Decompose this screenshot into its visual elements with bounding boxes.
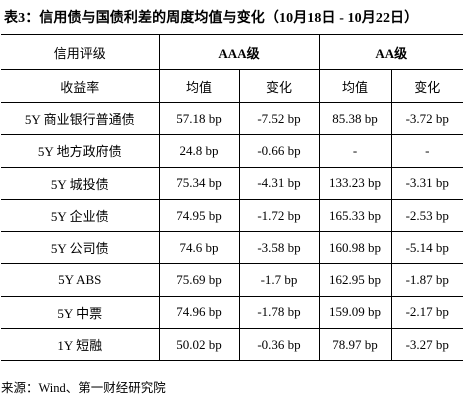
aa-change-cell: - xyxy=(391,134,464,168)
aa-change-cell: -3.72 bp xyxy=(391,102,464,136)
aa-mean-cell: 78.97 bp xyxy=(319,328,392,362)
bond-name-cell: 5Y 商业银行普通债 xyxy=(1,102,160,136)
table-row: 5Y 城投债 75.34 bp -4.31 bp 133.23 bp -3.31… xyxy=(1,167,464,200)
aaa-change-header: 变化 xyxy=(239,69,320,103)
bond-name-cell: 1Y 短融 xyxy=(1,328,160,362)
header-row-rating: 信用评级 AAA级 AA级 xyxy=(1,34,464,70)
table-row: 5Y ABS 75.69 bp -1.7 bp 162.95 bp -1.87 … xyxy=(1,263,464,297)
aaa-mean-cell: 50.02 bp xyxy=(159,328,240,362)
aaa-change-cell: -1.7 bp xyxy=(239,263,320,297)
spread-table: 信用评级 AAA级 AA级 收益率 均值 变化 均值 变化 5Y 商业银行普通债… xyxy=(1,34,464,362)
aaa-change-cell: -3.58 bp xyxy=(239,231,320,265)
table-row: 1Y 短融 50.02 bp -0.36 bp 78.97 bp -3.27 b… xyxy=(1,328,464,362)
aaa-mean-cell: 74.96 bp xyxy=(159,296,240,330)
aaa-mean-cell: 75.69 bp xyxy=(159,263,240,297)
aa-change-cell: -2.17 bp xyxy=(391,296,464,330)
aaa-change-cell: -1.78 bp xyxy=(239,296,320,330)
bond-name-cell: 5Y ABS xyxy=(1,263,160,297)
bond-name-cell: 5Y 地方政府债 xyxy=(1,134,160,168)
aa-mean-cell: 159.09 bp xyxy=(319,296,392,330)
aaa-mean-cell: 74.6 bp xyxy=(159,231,240,265)
aa-change-cell: -2.53 bp xyxy=(391,199,464,233)
aa-change-cell: -3.27 bp xyxy=(391,328,464,362)
aaa-mean-cell: 24.8 bp xyxy=(159,134,240,168)
bond-name-cell: 5Y 企业债 xyxy=(1,199,160,233)
aa-mean-cell: - xyxy=(319,134,392,168)
rating-header: 信用评级 xyxy=(1,34,160,70)
aa-change-cell: -1.87 bp xyxy=(391,263,464,297)
table-row: 5Y 中票 74.96 bp -1.78 bp 159.09 bp -2.17 … xyxy=(1,296,464,330)
aaa-group-header: AAA级 xyxy=(159,34,320,70)
aa-mean-cell: 162.95 bp xyxy=(319,263,392,297)
aaa-change-cell: -4.31 bp xyxy=(239,167,320,200)
aaa-mean-cell: 74.95 bp xyxy=(159,199,240,233)
aa-group-header: AA级 xyxy=(319,34,464,70)
aaa-mean-cell: 75.34 bp xyxy=(159,167,240,200)
aaa-mean-cell: 57.18 bp xyxy=(159,102,240,136)
aaa-change-cell: -1.72 bp xyxy=(239,199,320,233)
bond-name-cell: 5Y 城投债 xyxy=(1,167,160,200)
table-row: 5Y 公司债 74.6 bp -3.58 bp 160.98 bp -5.14 … xyxy=(1,231,464,265)
aaa-change-cell: -0.66 bp xyxy=(239,134,320,168)
aa-mean-cell: 133.23 bp xyxy=(319,167,392,200)
source-note: 来源：Wind、第一财经研究院 xyxy=(1,381,166,395)
aaa-change-cell: -0.36 bp xyxy=(239,328,320,362)
table-row: 5Y 商业银行普通债 57.18 bp -7.52 bp 85.38 bp -3… xyxy=(1,102,464,136)
table-row: 5Y 地方政府债 24.8 bp -0.66 bp - - xyxy=(1,134,464,168)
aaa-mean-header: 均值 xyxy=(159,69,240,103)
aa-mean-cell: 160.98 bp xyxy=(319,231,392,265)
aa-mean-cell: 165.33 bp xyxy=(319,199,392,233)
table-row: 5Y 企业债 74.95 bp -1.72 bp 165.33 bp -2.53… xyxy=(1,199,464,233)
aa-change-header: 变化 xyxy=(391,69,464,103)
aa-mean-cell: 85.38 bp xyxy=(319,102,392,136)
header-row-yield: 收益率 均值 变化 均值 变化 xyxy=(1,69,464,103)
aaa-change-cell: -7.52 bp xyxy=(239,102,320,136)
aa-change-cell: -5.14 bp xyxy=(391,231,464,265)
table-title: 表3：信用债与国债利差的周度均值与变化（10月18日 - 10月22日） xyxy=(4,11,419,26)
bond-name-cell: 5Y 中票 xyxy=(1,296,160,330)
aa-change-cell: -3.31 bp xyxy=(391,167,464,200)
bond-name-cell: 5Y 公司债 xyxy=(1,231,160,265)
aa-mean-header: 均值 xyxy=(319,69,392,103)
yield-header: 收益率 xyxy=(1,69,160,103)
